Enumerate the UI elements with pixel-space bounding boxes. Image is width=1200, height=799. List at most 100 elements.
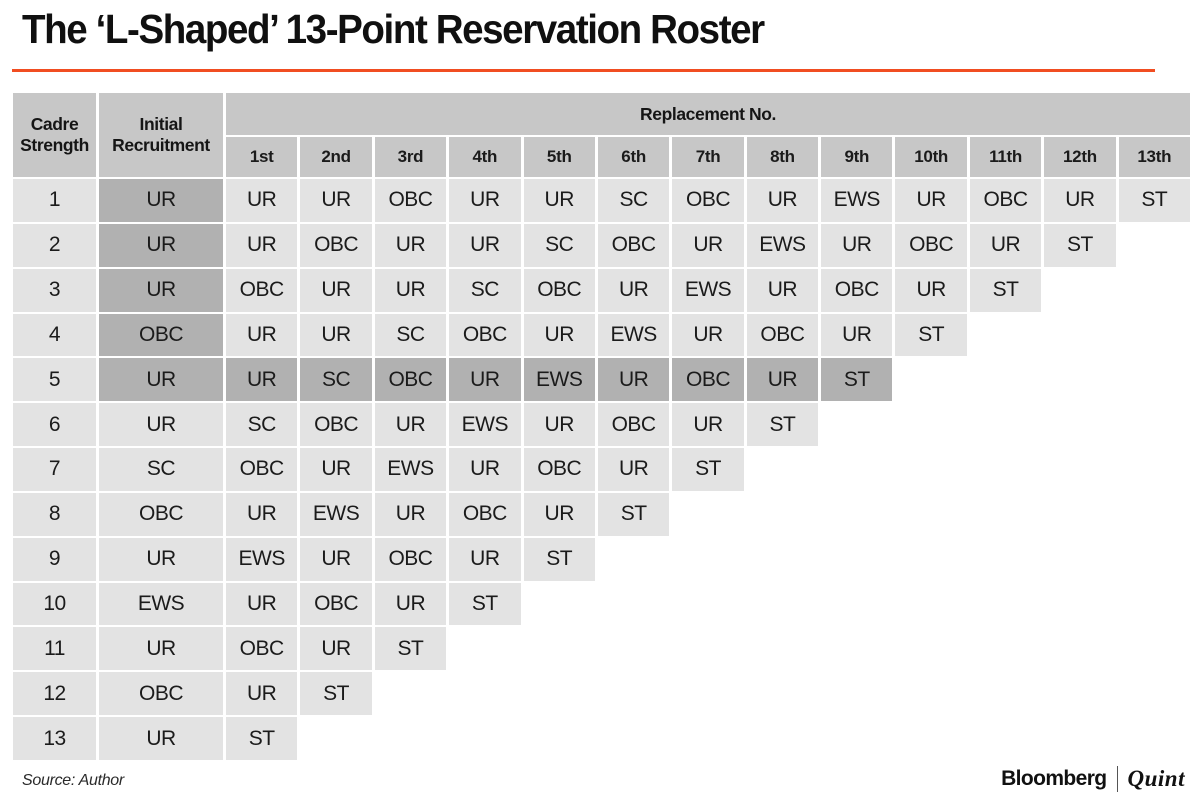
replacement-cell: EWS [374, 448, 447, 491]
publisher-logo: Bloomberg Quint [1001, 766, 1185, 792]
replacement-cell: OBC [374, 537, 447, 581]
replacement-cell: UR [746, 179, 819, 222]
replacement-cell: OBC [746, 313, 819, 357]
replacement-cell: UR [300, 179, 372, 222]
ordinal-header-8th: 8th [746, 137, 819, 177]
replacement-cell: OBC [672, 179, 744, 222]
replacement-cell: EWS [746, 223, 819, 267]
replacement-cell: OBC [895, 223, 967, 267]
cadre-cell: 13 [13, 717, 96, 760]
ordinal-header-3rd: 3rd [374, 137, 447, 177]
replacement-cell: UR [1044, 179, 1116, 222]
replacement-cell: UR [449, 223, 521, 267]
replacement-cell: UR [300, 627, 372, 671]
replacement-cell: OBC [226, 268, 298, 312]
replacement-cell: ST [895, 313, 967, 357]
quint-wordmark: Quint [1127, 766, 1185, 791]
ordinal-header-2nd: 2nd [300, 137, 372, 177]
replacement-cell: ST [449, 582, 521, 626]
replacement-cell: UR [374, 223, 447, 267]
replacement-cell: EWS [300, 492, 372, 536]
cadre-cell: 3 [13, 268, 96, 312]
replacement-cell: ST [672, 448, 744, 491]
roster-grid: Cadre Strength Initial Recruitment Repla… [13, 93, 1190, 760]
replacement-cell: SC [597, 179, 670, 222]
replacement-cell: EWS [672, 268, 744, 312]
replacement-cell: ST [746, 403, 819, 447]
replacement-cell: UR [300, 448, 372, 491]
replacement-cell: UR [969, 223, 1042, 267]
replacement-cell: EWS [523, 358, 595, 402]
replacement-cell: EWS [597, 313, 670, 357]
replacement-cell: UR [226, 313, 298, 357]
ordinal-header-5th: 5th [523, 137, 595, 177]
ordinal-header-1st: 1st [226, 137, 298, 177]
replacement-cell: UR [895, 179, 967, 222]
cadre-cell: 1 [13, 179, 96, 222]
replacement-cell: UR [226, 582, 298, 626]
replacement-cell: OBC [300, 582, 372, 626]
cadre-cell: 8 [13, 492, 96, 536]
replacement-cell: ST [374, 627, 447, 671]
initial-recruitment-cell: UR [99, 627, 223, 671]
initial-recruitment-cell: UR [99, 537, 223, 581]
logo-divider [1116, 766, 1118, 792]
replacement-cell: UR [597, 358, 670, 402]
source-credit: Source: Author [22, 772, 124, 789]
replacement-cell: UR [226, 492, 298, 536]
initial-recruitment-cell: EWS [99, 582, 223, 626]
cadre-cell: 11 [13, 627, 96, 671]
replacement-cell: EWS [449, 403, 521, 447]
replacement-cell: UR [523, 492, 595, 536]
replacement-cell: UR [300, 313, 372, 357]
initial-recruitment-cell: OBC [99, 492, 223, 536]
ordinal-header-4th: 4th [449, 137, 521, 177]
replacement-cell: OBC [821, 268, 893, 312]
replacement-cell: OBC [597, 403, 670, 447]
initial-recruitment-cell: OBC [99, 313, 223, 357]
cadre-cell: 2 [13, 223, 96, 267]
replacement-cell: EWS [821, 179, 893, 222]
replacement-cell: UR [746, 358, 819, 402]
initial-recruitment-cell: UR [99, 717, 223, 760]
ordinal-header-9th: 9th [821, 137, 893, 177]
replacement-cell: OBC [226, 448, 298, 491]
replacement-cell: UR [300, 537, 372, 581]
replacement-cell: UR [226, 672, 298, 716]
accent-underline [12, 69, 1155, 72]
replacement-cell: UR [374, 268, 447, 312]
cadre-cell: 9 [13, 537, 96, 581]
column-header-cadre-strength: Cadre Strength [13, 93, 96, 177]
replacement-cell: UR [523, 313, 595, 357]
ordinal-header-12th: 12th [1044, 137, 1116, 177]
replacement-cell: UR [226, 358, 298, 402]
replacement-cell: SC [523, 223, 595, 267]
cadre-cell: 10 [13, 582, 96, 626]
replacement-cell: OBC [374, 179, 447, 222]
replacement-cell: OBC [523, 268, 595, 312]
ordinal-header-13th: 13th [1118, 137, 1190, 177]
replacement-cell: UR [449, 537, 521, 581]
initial-recruitment-cell: UR [99, 268, 223, 312]
initial-recruitment-cell: UR [99, 403, 223, 447]
replacement-cell: SC [449, 268, 521, 312]
replacement-cell: UR [449, 179, 521, 222]
ordinal-header-11th: 11th [969, 137, 1042, 177]
replacement-cell: ST [300, 672, 372, 716]
ordinal-header-6th: 6th [597, 137, 670, 177]
replacement-cell: UR [300, 268, 372, 312]
replacement-cell: OBC [969, 179, 1042, 222]
initial-recruitment-cell: OBC [99, 672, 223, 716]
replacement-cell: OBC [374, 358, 447, 402]
replacement-cell: OBC [672, 358, 744, 402]
replacement-cell: UR [374, 403, 447, 447]
replacement-cell: UR [597, 268, 670, 312]
replacement-cell: OBC [449, 313, 521, 357]
ordinal-header-7th: 7th [672, 137, 744, 177]
replacement-cell: UR [374, 492, 447, 536]
ordinal-header-10th: 10th [895, 137, 967, 177]
replacement-cell: UR [523, 403, 595, 447]
replacement-cell: UR [374, 582, 447, 626]
replacement-cell: OBC [300, 403, 372, 447]
